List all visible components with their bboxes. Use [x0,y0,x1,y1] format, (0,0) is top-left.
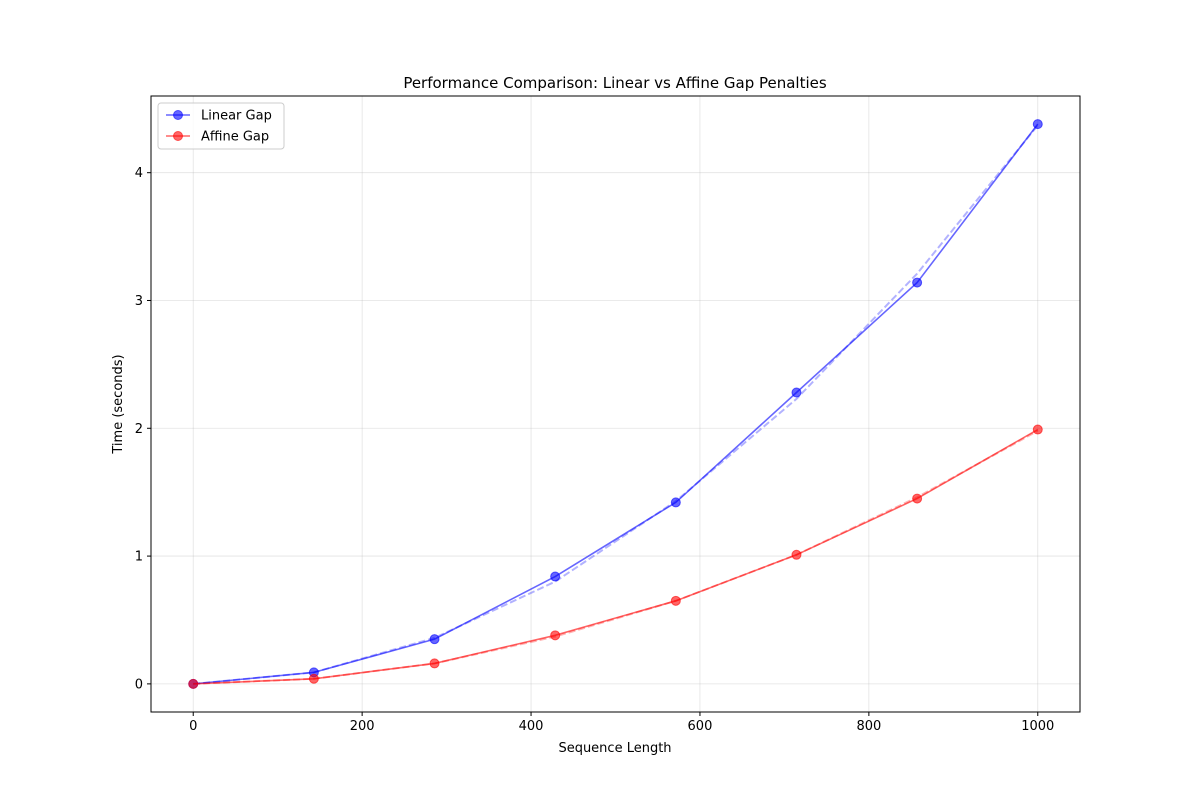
affine-gap-point [188,678,199,689]
x-tick-label: 800 [856,719,881,734]
chart-title: Performance Comparison: Linear vs Affine… [403,74,827,92]
grid [151,96,1080,712]
x-axis-title: Sequence Length [558,741,671,756]
affine-gap-point [670,595,681,606]
x-tick-label: 0 [189,719,197,734]
plot-frame [150,95,1081,713]
affine-gap-point [429,658,440,669]
affine-gap-point [1032,424,1043,435]
y-tick-label: 3 [135,294,143,309]
linear-gap-point [550,571,561,582]
series-lines [188,119,1043,689]
legend: Linear Gap Affine Gap [157,102,285,150]
y-axis-title: Time (seconds) [111,354,126,454]
linear-gap-point [1032,119,1043,130]
linear-gap-point [670,497,681,508]
y-tick-label: 1 [135,550,143,565]
y-tick-label: 4 [135,166,143,181]
affine-gap-point [550,630,561,641]
affine-gap-legend-marker [173,131,183,141]
linear-gap-line [193,123,1039,685]
linear-gap-point [791,387,802,398]
y-tick-label: 2 [135,422,143,437]
affine-gap-line [193,428,1039,685]
linear-gap-point [429,634,440,645]
x-tick-label: 400 [519,719,544,734]
affine-gap-legend-label: Affine Gap [201,130,269,145]
y-tick-label: 0 [135,677,143,692]
affine-gap-point [791,549,802,560]
x-tick-label: 1000 [1021,719,1054,734]
linear-gap-legend-label: Linear Gap [201,109,272,124]
affine-gap-point [912,493,923,504]
axis-ticks: 0 200 400 600 800 1000 0 1 2 3 4 [135,166,1055,734]
affine-gap-point [308,673,319,684]
linear-gap-legend-marker [173,110,183,120]
x-tick-label: 600 [688,719,713,734]
linear-gap-point [912,277,923,288]
x-tick-label: 200 [350,719,375,734]
